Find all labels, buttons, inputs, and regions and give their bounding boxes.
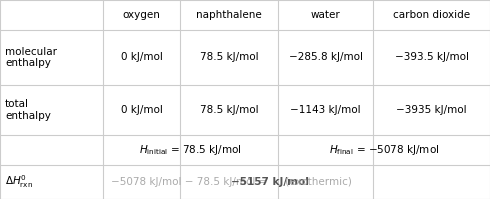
Text: 78.5 kJ/mol: 78.5 kJ/mol [200, 105, 258, 115]
Text: naphthalene: naphthalene [196, 10, 262, 20]
Text: oxygen: oxygen [122, 10, 160, 20]
Text: $H_{\mathrm{initial}}$ = 78.5 kJ/mol: $H_{\mathrm{initial}}$ = 78.5 kJ/mol [139, 143, 242, 157]
Text: −1143 kJ/mol: −1143 kJ/mol [290, 105, 361, 115]
Text: water: water [311, 10, 341, 20]
Text: $\Delta H^0_{\mathrm{rxn}}$: $\Delta H^0_{\mathrm{rxn}}$ [5, 174, 33, 190]
Text: 78.5 kJ/mol: 78.5 kJ/mol [200, 53, 258, 62]
Text: $H_{\mathrm{final}}$ = −5078 kJ/mol: $H_{\mathrm{final}}$ = −5078 kJ/mol [329, 143, 439, 157]
Text: total
enthalpy: total enthalpy [5, 99, 51, 121]
Text: carbon dioxide: carbon dioxide [393, 10, 470, 20]
Text: molecular
enthalpy: molecular enthalpy [5, 47, 57, 68]
Text: −5157 kJ/mol: −5157 kJ/mol [231, 177, 309, 187]
Text: −393.5 kJ/mol: −393.5 kJ/mol [394, 53, 468, 62]
Text: −285.8 kJ/mol: −285.8 kJ/mol [289, 53, 363, 62]
Text: 0 kJ/mol: 0 kJ/mol [121, 105, 163, 115]
Text: −3935 kJ/mol: −3935 kJ/mol [396, 105, 467, 115]
Text: (exothermic): (exothermic) [282, 177, 352, 187]
Text: −5078 kJ/mol − 78.5 kJ/mol =: −5078 kJ/mol − 78.5 kJ/mol = [111, 177, 270, 187]
Text: 0 kJ/mol: 0 kJ/mol [121, 53, 163, 62]
